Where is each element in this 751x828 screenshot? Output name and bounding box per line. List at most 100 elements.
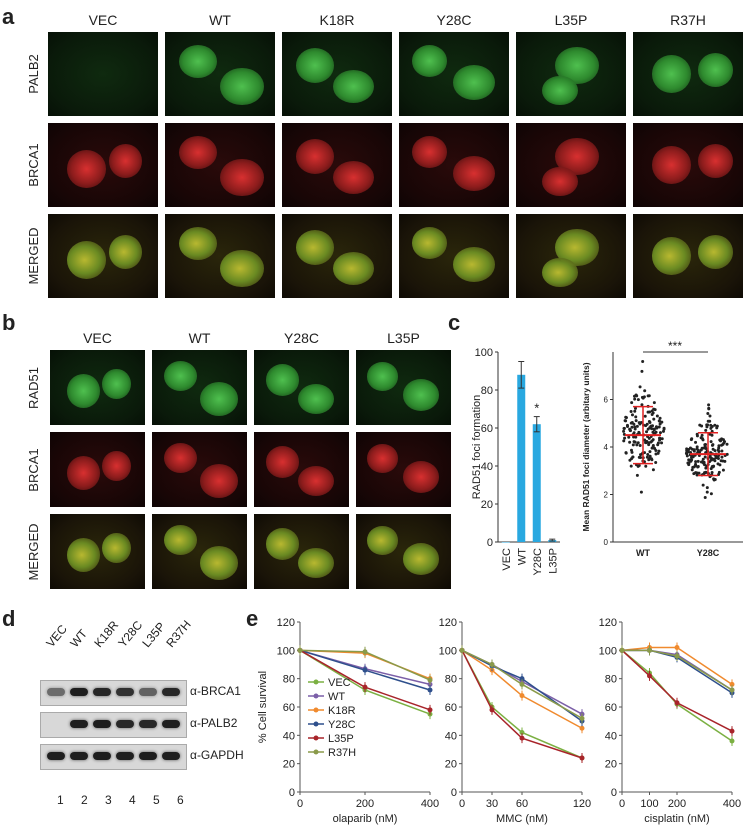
cell-nucleus	[452, 246, 495, 283]
data-point	[655, 426, 659, 430]
micrograph-tile	[254, 432, 349, 507]
data-point	[695, 447, 699, 451]
x-tick-label: 200	[668, 798, 686, 810]
y-tick-label: 60	[605, 702, 617, 714]
blot-band	[116, 720, 134, 728]
data-point	[701, 457, 705, 461]
cell-nucleus	[402, 543, 439, 575]
cell-nucleus	[332, 160, 375, 195]
x-tick-label: 30	[486, 798, 498, 810]
lane-label: K18R	[91, 617, 122, 650]
data-point	[622, 426, 626, 430]
cell-nucleus	[295, 138, 335, 175]
data-point	[635, 443, 639, 447]
data-point	[652, 428, 656, 432]
x-axis-title: MMC (nM)	[496, 813, 548, 825]
data-point	[685, 447, 689, 451]
column-title: Y28C	[436, 12, 472, 28]
data-point	[619, 647, 625, 653]
data-point	[628, 429, 632, 433]
bar	[517, 374, 526, 542]
y-tick-label: 120	[277, 617, 295, 629]
data-point	[635, 424, 639, 428]
column-title: VEC	[83, 330, 112, 346]
data-point	[694, 462, 698, 466]
data-point	[637, 455, 641, 459]
data-point	[707, 407, 711, 411]
data-point	[628, 440, 632, 444]
data-point	[579, 725, 585, 731]
bar	[532, 424, 541, 542]
x-tick-label: 400	[421, 798, 439, 810]
series-line	[622, 649, 733, 691]
y-axis-title: % Cell survival	[257, 671, 269, 743]
micrograph-tile	[152, 514, 247, 589]
data-point	[489, 707, 495, 713]
legend-label: WT	[328, 691, 345, 703]
lane-number: 1	[57, 793, 64, 807]
cell-nucleus	[265, 364, 300, 396]
data-point	[633, 406, 637, 410]
blot-band	[162, 752, 180, 760]
data-point	[729, 728, 735, 734]
micrograph-tile	[399, 32, 509, 116]
y-tick-label: 2	[604, 491, 609, 500]
legend-label: R37H	[328, 747, 356, 759]
data-point	[633, 427, 637, 431]
y-tick-label: 40	[283, 730, 295, 742]
cell-nucleus	[178, 44, 218, 79]
data-point	[708, 455, 712, 459]
lane-label: R37H	[163, 617, 194, 650]
lane-number: 3	[105, 793, 112, 807]
data-point	[647, 647, 652, 653]
x-tick-label: 60	[516, 798, 528, 810]
cell-nucleus	[412, 136, 448, 169]
y-tick-label: 6	[604, 396, 609, 405]
micrograph-tile	[399, 123, 509, 207]
data-point	[690, 458, 694, 462]
micrograph-tile	[254, 514, 349, 589]
data-point	[362, 667, 368, 673]
series-line	[461, 649, 583, 729]
data-point	[624, 419, 628, 423]
data-point	[629, 410, 633, 414]
data-point	[704, 447, 708, 451]
blot-band	[162, 720, 180, 728]
micrograph-tile	[282, 214, 392, 298]
data-point	[640, 403, 644, 407]
cell-nucleus	[402, 461, 439, 493]
data-point	[655, 414, 659, 418]
data-point	[489, 662, 495, 667]
cell-nucleus	[265, 446, 300, 478]
data-point	[643, 389, 647, 393]
data-point	[691, 454, 695, 458]
micrograph-tile	[152, 350, 247, 425]
y-axis-title: RAD51 foci formation	[471, 395, 483, 500]
data-point	[519, 676, 525, 682]
data-point	[633, 440, 637, 444]
data-point	[705, 490, 709, 494]
y-tick-label: 60	[283, 702, 295, 714]
micrograph-tile	[516, 214, 626, 298]
x-tick-label: 0	[459, 798, 465, 810]
series-line	[461, 649, 583, 759]
data-point	[645, 455, 649, 459]
significance-mark: ***	[668, 340, 682, 353]
bar	[501, 542, 510, 543]
data-point	[519, 730, 525, 735]
data-point	[630, 425, 634, 429]
cell-nucleus	[295, 229, 335, 266]
micrograph-tile	[516, 32, 626, 116]
micrograph-tile	[633, 214, 743, 298]
lane-label: WT	[67, 626, 90, 650]
y-tick-label: 0	[289, 787, 295, 799]
cell-nucleus	[332, 69, 375, 104]
micrograph-tile	[399, 214, 509, 298]
data-point	[646, 452, 650, 456]
cell-nucleus	[163, 443, 198, 474]
data-point	[656, 443, 660, 447]
data-point	[729, 681, 735, 687]
data-point	[362, 684, 368, 690]
blot-band	[93, 720, 111, 728]
x-tick-label: Y28C	[697, 548, 720, 558]
